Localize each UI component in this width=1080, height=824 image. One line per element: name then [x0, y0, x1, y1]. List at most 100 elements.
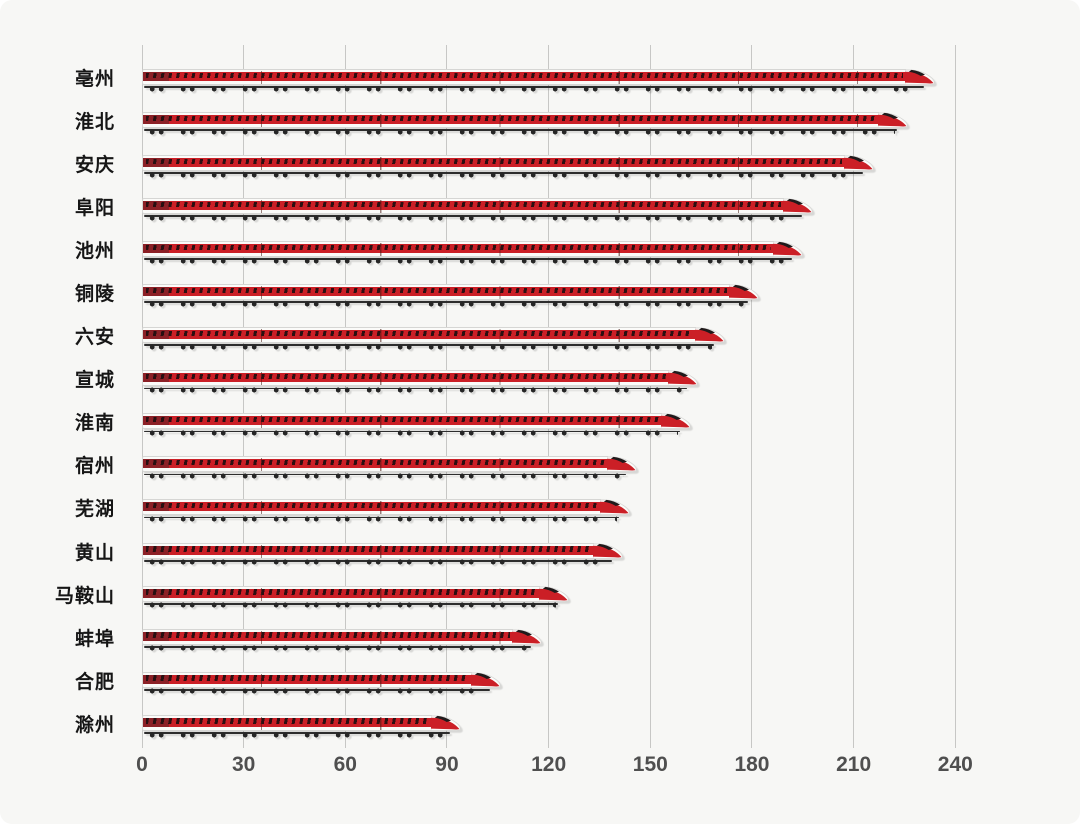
- train-bar: [142, 327, 725, 351]
- chart-row: 宿州: [0, 443, 1080, 486]
- train-car-separators: [143, 673, 472, 687]
- chart-row: 黄山: [0, 530, 1080, 573]
- category-label: 芜湖: [74, 499, 115, 521]
- train-car-separators: [143, 329, 695, 343]
- category-label: 六安: [74, 327, 115, 349]
- train-bar: [142, 542, 623, 566]
- train-wheels-icon: [149, 85, 922, 92]
- train-wheels-icon: [149, 559, 611, 566]
- train-body: [142, 284, 730, 301]
- chart-row: 六安: [0, 314, 1080, 357]
- train-bar: [142, 413, 691, 437]
- train-car-separators: [143, 286, 729, 300]
- train-wheels-icon: [149, 516, 617, 523]
- x-tick-label: 30: [231, 753, 256, 776]
- category-label: 马鞍山: [54, 585, 115, 607]
- gridline: [954, 45, 956, 748]
- train-car-separators: [143, 716, 431, 730]
- train-nose-icon: [904, 69, 935, 85]
- train-nose-icon: [511, 629, 542, 645]
- train-nose-icon: [772, 241, 803, 258]
- chart-row: 阜阳: [0, 185, 1080, 228]
- train-car-separators: [143, 114, 878, 128]
- train-nose-icon: [694, 327, 725, 344]
- category-label: 淮北: [74, 112, 115, 134]
- chart-rows: 亳州 淮北: [0, 56, 1080, 745]
- train-bar: [142, 499, 630, 523]
- train-wheels-icon: [149, 257, 790, 264]
- train-wheels-icon: [149, 301, 746, 308]
- train-wheels-icon: [149, 645, 529, 652]
- category-label: 合肥: [74, 671, 115, 693]
- train-wheels-icon: [149, 171, 861, 178]
- category-label: 亳州: [74, 69, 115, 91]
- chart-row: 铜陵: [0, 271, 1080, 314]
- category-label: 宿州: [74, 456, 115, 478]
- gridline: [243, 45, 245, 748]
- train-bar: [142, 370, 698, 394]
- train-body: [142, 671, 473, 688]
- train-nose-icon: [471, 672, 502, 688]
- train-body: [142, 112, 879, 129]
- x-tick-label: 240: [937, 753, 973, 776]
- train-car-separators: [143, 587, 539, 601]
- train-wheels-icon: [149, 731, 448, 738]
- train-wheels-icon: [149, 688, 489, 695]
- category-label: 铜陵: [74, 284, 115, 306]
- train-wheels-icon: [149, 430, 678, 437]
- train-nose-icon: [728, 284, 759, 301]
- gridline: [548, 45, 550, 748]
- chart-row: 芜湖: [0, 486, 1080, 529]
- category-label: 宣城: [74, 370, 115, 392]
- train-wheels-icon: [149, 214, 800, 221]
- train-body: [142, 542, 595, 559]
- train-nose-icon: [593, 542, 623, 559]
- category-label: 阜阳: [74, 198, 115, 220]
- train-nose-icon: [843, 155, 874, 171]
- x-tick-label: 0: [136, 753, 148, 776]
- train-nose-icon: [599, 499, 630, 516]
- train-wheels-icon: [149, 128, 895, 135]
- chart-row: 淮南: [0, 400, 1080, 443]
- train-body: [142, 628, 513, 645]
- train-car-separators: [143, 415, 661, 429]
- gridline: [141, 45, 143, 748]
- train-car-separators: [143, 544, 594, 558]
- chart-row: 安庆: [0, 142, 1080, 185]
- train-nose-icon: [606, 456, 637, 473]
- train-bar: [142, 198, 813, 221]
- train-bar: [142, 714, 461, 738]
- train-wheels-icon: [149, 387, 685, 394]
- train-car-separators: [143, 243, 773, 257]
- train-bar: [142, 69, 935, 92]
- train-bar: [142, 112, 908, 135]
- category-label: 黄山: [74, 542, 115, 564]
- train-nose-icon: [430, 715, 461, 731]
- x-tick-label: 120: [531, 753, 567, 776]
- gridline: [751, 45, 753, 748]
- train-bar: [142, 155, 874, 178]
- train-wheels-icon: [149, 602, 556, 609]
- train-car-separators: [143, 501, 600, 515]
- train-body: [142, 155, 845, 172]
- chart-row: 合肥: [0, 659, 1080, 702]
- chart-row: 滁州: [0, 702, 1080, 745]
- train-bar: [142, 628, 542, 652]
- train-nose-icon: [877, 112, 908, 128]
- train-wheels-icon: [149, 473, 624, 480]
- train-bar: [142, 585, 569, 609]
- train-bar: [142, 456, 637, 480]
- train-car-separators: [143, 630, 512, 644]
- train-body: [142, 370, 669, 387]
- train-nose-icon: [782, 198, 813, 215]
- category-label: 淮南: [74, 413, 115, 435]
- train-car-separators: [143, 200, 783, 214]
- chart-row: 马鞍山: [0, 573, 1080, 616]
- train-bar: [142, 241, 803, 264]
- category-label: 安庆: [74, 155, 115, 177]
- train-body: [142, 198, 784, 215]
- category-label: 蚌埠: [74, 628, 115, 650]
- x-tick-label: 180: [734, 753, 770, 776]
- train-car-separators: [143, 71, 905, 84]
